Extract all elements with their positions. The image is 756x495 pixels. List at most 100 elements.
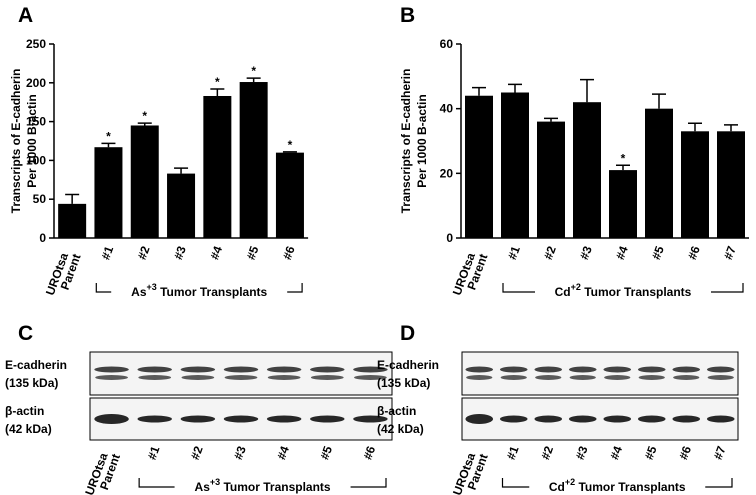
- group-label-sup: +2: [571, 282, 581, 292]
- band: [137, 366, 172, 373]
- x-tick-label: #4: [613, 244, 631, 262]
- band: [180, 415, 216, 423]
- group-label-part: As: [195, 480, 211, 494]
- x-tick-label: #2: [188, 444, 206, 462]
- group-label: As+3 Tumor Transplants: [195, 477, 331, 494]
- group-label: Cd+2 Tumor Transplants: [555, 282, 692, 299]
- band: [535, 375, 562, 380]
- band: [707, 375, 734, 380]
- error-bar: [688, 122, 702, 132]
- error-bar: [137, 122, 152, 126]
- band: [706, 415, 735, 423]
- bar: [717, 131, 745, 238]
- x-tick-label: #4: [207, 244, 225, 262]
- y-axis-label: Transcripts of E-cadherin: [399, 69, 413, 214]
- row-name: E-cadherin: [377, 358, 439, 372]
- significance: *: [142, 109, 147, 123]
- x-tick-label: #5: [642, 444, 660, 462]
- x-tick-label: #7: [721, 244, 739, 262]
- bar: [58, 203, 87, 238]
- band: [138, 375, 172, 380]
- y-axis-label: Transcripts of E-cadherin: [9, 69, 23, 214]
- band: [638, 375, 665, 380]
- row-size: (135 kDa): [377, 376, 430, 390]
- bar: [167, 173, 196, 238]
- row-size: (42 kDa): [377, 422, 424, 436]
- band: [569, 375, 596, 380]
- x-tick-label: #2: [541, 244, 559, 262]
- band: [706, 366, 735, 373]
- group-label-part: Tumor Transplants: [581, 285, 692, 299]
- y-axis-label: Per 1000 B-actin: [25, 94, 39, 187]
- error-bar: [210, 88, 225, 96]
- label-bg: [529, 478, 706, 495]
- band: [224, 375, 258, 380]
- band: [180, 366, 216, 373]
- x-tick-label: #4: [607, 444, 625, 462]
- significance: *: [215, 75, 220, 89]
- significance: *: [288, 138, 293, 152]
- y-tick-label: 0: [446, 231, 453, 245]
- band: [568, 366, 597, 373]
- error-bar: [174, 167, 189, 174]
- x-tick-label: #4: [274, 444, 292, 462]
- bar: [501, 92, 529, 238]
- x-tick-label: UROtsa Parent: [450, 448, 491, 495]
- panel-label: D: [400, 322, 415, 345]
- y-tick-label: 200: [26, 76, 46, 90]
- band: [499, 366, 528, 373]
- group-label-part: Cd: [555, 285, 571, 299]
- bar: [537, 121, 565, 238]
- error-bar: [652, 93, 666, 109]
- band: [534, 415, 563, 423]
- band: [353, 366, 388, 373]
- x-tick-label: #6: [676, 444, 694, 462]
- x-tick-label: #2: [538, 444, 556, 462]
- bar: [681, 131, 709, 238]
- group-label-sup: +2: [565, 477, 575, 487]
- x-tick-label: #3: [573, 444, 591, 462]
- row-size: (135 kDa): [5, 376, 58, 390]
- band: [95, 375, 128, 380]
- group-label-part: Tumor Transplants: [220, 480, 331, 494]
- error-bar: [724, 124, 738, 132]
- x-tick-label: #1: [145, 444, 163, 462]
- band: [310, 366, 345, 373]
- y-tick-label: 40: [440, 102, 454, 116]
- band: [568, 415, 597, 423]
- band: [266, 366, 302, 373]
- band: [266, 415, 302, 423]
- y-tick-label: 250: [26, 37, 46, 51]
- label-bg: [174, 478, 351, 495]
- group-label-part: Tumor Transplants: [157, 285, 268, 299]
- error-bar: [508, 83, 522, 93]
- bar: [645, 108, 673, 239]
- band: [267, 375, 301, 380]
- band: [499, 415, 528, 423]
- band: [637, 366, 666, 373]
- bar: [94, 147, 123, 238]
- bar: [203, 95, 232, 238]
- band: [603, 415, 632, 423]
- group-label-sup: +3: [147, 282, 157, 292]
- y-tick-label: 100: [26, 153, 46, 167]
- group-label: Cd+2 Tumor Transplants: [549, 477, 686, 494]
- x-tick-label: #5: [649, 244, 667, 262]
- error-bar: [544, 117, 558, 122]
- y-tick-label: 150: [26, 115, 46, 129]
- x-tick-label: UROtsa Parent: [43, 248, 84, 301]
- band: [353, 415, 388, 423]
- x-tick-label: #5: [244, 244, 262, 262]
- x-tick-label: #3: [577, 244, 595, 262]
- bar: [573, 102, 601, 238]
- band: [310, 375, 344, 380]
- significance: *: [251, 64, 256, 78]
- row-name: β-actin: [377, 404, 416, 418]
- x-tick-label: #1: [504, 444, 522, 462]
- panel-label: C: [18, 322, 33, 345]
- blot-box: [461, 351, 739, 396]
- row-name: β-actin: [5, 404, 44, 418]
- band: [465, 414, 494, 424]
- error-bar: [246, 77, 261, 83]
